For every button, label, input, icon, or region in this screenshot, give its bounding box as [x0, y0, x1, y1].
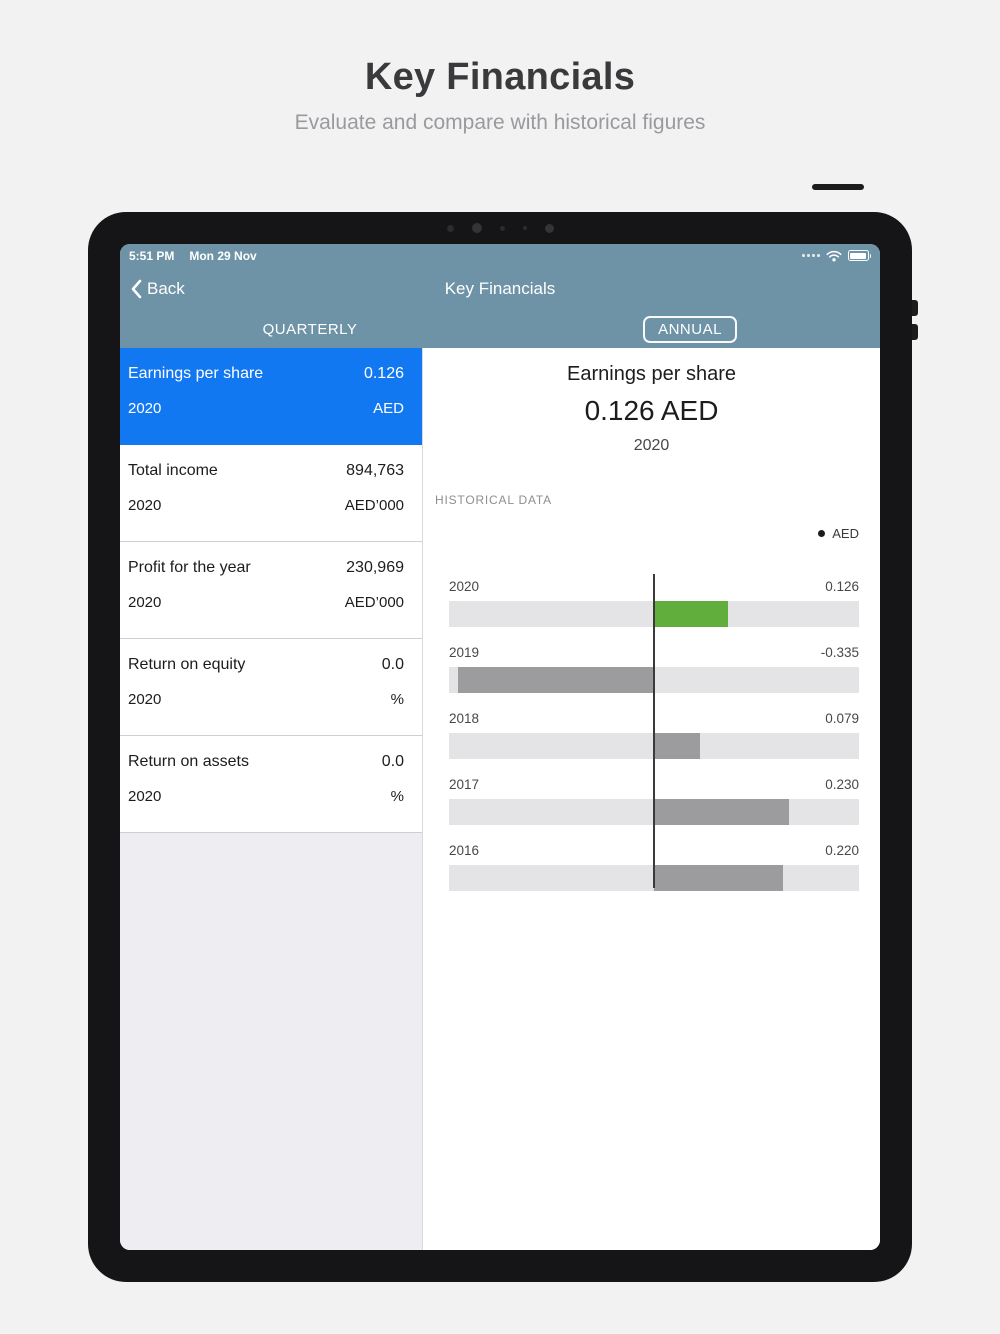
status-bar: 5:51 PM Mon 29 Nov	[120, 244, 880, 267]
back-button[interactable]: Back	[130, 279, 185, 299]
detail-value: 0.126 AED	[584, 395, 719, 426]
sidebar-item[interactable]: Return on assets 0.0 2020%	[120, 736, 422, 833]
detail-year: 2020	[633, 437, 670, 454]
metric-unit: AED’000	[344, 594, 404, 611]
metric-year: 2020	[128, 594, 162, 611]
page-subtitle: Evaluate and compare with historical fig…	[294, 111, 706, 134]
metric-value: 0.0	[381, 753, 404, 770]
metric-year: 2020	[128, 400, 162, 417]
metric-value: 230,969	[346, 559, 404, 576]
app-header: 5:51 PM Mon 29 Nov	[120, 244, 880, 348]
chevron-left-icon	[131, 279, 142, 298]
metric-value: 894,763	[346, 462, 404, 479]
tablet-frame: 5:51 PM Mon 29 Nov	[88, 184, 918, 1282]
metric-label: Total income	[128, 462, 218, 479]
sidebar-item[interactable]: Return on equity 0.0 2020%	[120, 639, 422, 736]
power-button	[812, 184, 864, 190]
detail-panel: Earnings per share 0.126 AED 2020 HISTOR…	[423, 348, 880, 1250]
legend-dot-icon	[818, 530, 826, 537]
chart-row-year: 2019	[449, 645, 480, 660]
metric-year: 2020	[128, 691, 162, 708]
sidebar-item[interactable]: Profit for the year 230,969 2020 AED’000	[120, 542, 422, 639]
chart-row-value: 0.230	[825, 777, 859, 792]
metric-value: 0.126	[363, 365, 404, 382]
camera-icon	[544, 223, 554, 233]
chart-row-year: 2018	[449, 711, 480, 726]
chart-zero-axis	[653, 574, 655, 888]
metric-value: 0.0	[381, 656, 404, 673]
chart-bar	[457, 667, 654, 693]
app-screen: 5:51 PM Mon 29 Nov	[120, 244, 880, 1250]
metric-year: 2020	[128, 497, 162, 514]
camera-sensors	[88, 223, 912, 233]
camera-icon	[471, 223, 482, 233]
sidebar-item[interactable]: Total income 894,763 2020 AED’000	[120, 445, 422, 542]
bar-chart: 2020 0.126 2019 -0.335 2018 0.079 2017 0.230 201…	[423, 574, 880, 891]
tab-annual[interactable]: ANNUAL	[643, 315, 737, 343]
legend-label: AED	[832, 526, 859, 541]
sensor-dot-icon	[522, 226, 527, 230]
chart-bar	[654, 865, 783, 891]
detail-title: Earnings per share	[567, 363, 736, 385]
chart-bar	[654, 733, 701, 759]
volume-up-button	[912, 300, 918, 316]
historical-data-label: HISTORICAL DATA	[435, 493, 552, 507]
cellular-signal-icon	[802, 254, 820, 257]
chart-row-value: 0.079	[825, 711, 859, 726]
battery-icon	[847, 250, 871, 261]
metric-label: Profit for the year	[128, 559, 251, 576]
metric-year: 2020	[128, 788, 162, 805]
metric-label: Earnings per share	[128, 365, 264, 382]
sidebar-item[interactable]: Earnings per share 0.126 2020 AED	[120, 348, 422, 445]
chart-legend: AED	[423, 526, 880, 541]
chart-bar	[654, 799, 789, 825]
chart-row-year: 2016	[449, 843, 480, 858]
back-label: Back	[147, 278, 185, 298]
metric-unit: %	[390, 691, 404, 708]
metric-label: Return on assets	[128, 753, 249, 770]
metric-unit: AED’000	[344, 497, 404, 514]
chart-bar	[654, 601, 728, 627]
metric-label: Return on equity	[128, 656, 246, 673]
status-time: 5:51 PM	[129, 248, 175, 263]
sensor-dot-icon	[446, 224, 454, 232]
chart-row-year: 2017	[449, 777, 480, 792]
volume-down-button	[912, 324, 918, 340]
nav-title: Key Financials	[444, 278, 556, 298]
period-segments: QUARTERLY ANNUAL	[120, 310, 880, 348]
chart-row-value: 0.126	[825, 579, 859, 594]
chart-rows: 2020 0.126 2019 -0.335 2018 0.079 2017 0.230 201…	[449, 574, 859, 891]
status-date: Mon 29 Nov	[189, 248, 257, 263]
content-area: Earnings per share 0.126 2020 AED Total inco…	[120, 348, 880, 1250]
chart-row-year: 2020	[449, 579, 480, 594]
sensor-dot-icon	[499, 225, 505, 231]
page-title: Key Financials	[364, 56, 636, 98]
hero-header: Key Financials Evaluate and compare with…	[0, 0, 1000, 135]
tab-quarterly[interactable]: QUARTERLY	[262, 320, 358, 338]
chart-row-value: -0.335	[820, 645, 859, 660]
metric-unit: %	[390, 788, 404, 805]
chart-row-value: 0.220	[825, 843, 859, 858]
wifi-icon	[826, 250, 841, 261]
metrics-sidebar: Earnings per share 0.126 2020 AED Total inco…	[120, 348, 423, 1250]
nav-bar: Back Key Financials	[120, 267, 880, 310]
metric-unit: AED	[373, 400, 404, 417]
